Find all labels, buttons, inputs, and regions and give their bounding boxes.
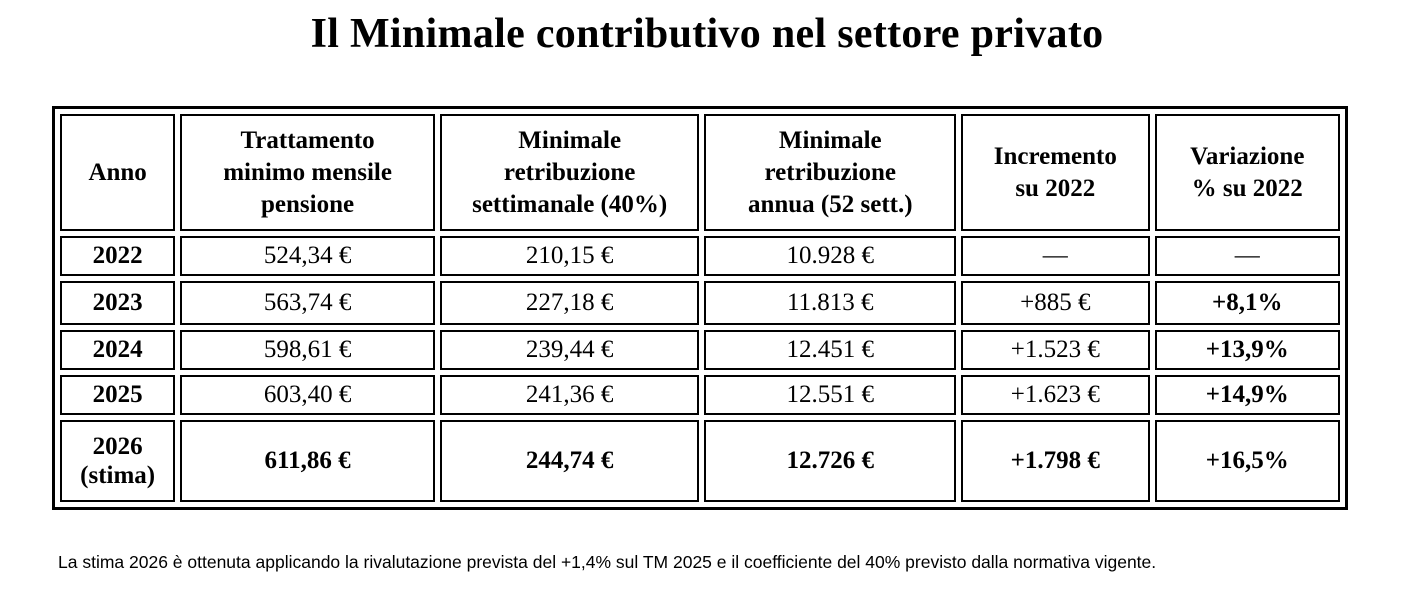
cell-tm-mensile-2023: 563,74 € <box>180 281 435 325</box>
cell-anno-2024: 2024 <box>60 330 176 370</box>
minimale-table-container: Anno Trattamento minimo mensile pensione… <box>52 106 1348 510</box>
table-row-2024: 2024 598,61 € 239,44 € 12.451 € +1.523 €… <box>60 330 1340 370</box>
cell-min-annua-2026: 12.726 € <box>704 420 957 502</box>
cell-min-settimanale-2024: 239,44 € <box>439 330 700 370</box>
minimale-table: Anno Trattamento minimo mensile pensione… <box>52 106 1348 510</box>
table-row-2026-stima: 2026 (stima) 611,86 € 244,74 € 12.726 € … <box>60 420 1340 502</box>
cell-min-annua-2023: 11.813 € <box>704 281 957 325</box>
col-header-variazione: Variazione % su 2022 <box>1154 114 1340 231</box>
cell-min-annua-2025: 12.551 € <box>704 375 957 415</box>
table-header-row: Anno Trattamento minimo mensile pensione… <box>60 114 1340 231</box>
cell-variazione-2023: +8,1% <box>1154 281 1340 325</box>
page-title: Il Minimale contributivo nel settore pri… <box>310 11 1104 57</box>
cell-variazione-2026: +16,5% <box>1154 420 1340 502</box>
cell-variazione-2022: — <box>1154 236 1340 276</box>
cell-min-settimanale-2023: 227,18 € <box>439 281 700 325</box>
table-row-2025: 2025 603,40 € 241,36 € 12.551 € +1.623 €… <box>60 375 1340 415</box>
col-header-trattamento-minimo: Trattamento minimo mensile pensione <box>180 114 435 231</box>
cell-anno-2026-stima: 2026 (stima) <box>60 420 176 502</box>
cell-tm-mensile-2025: 603,40 € <box>180 375 435 415</box>
cell-anno-2023: 2023 <box>60 281 176 325</box>
cell-anno-2025: 2025 <box>60 375 176 415</box>
cell-incremento-2026: +1.798 € <box>961 420 1150 502</box>
cell-tm-mensile-2022: 524,34 € <box>180 236 435 276</box>
cell-incremento-2024: +1.523 € <box>961 330 1150 370</box>
cell-variazione-2024: +13,9% <box>1154 330 1340 370</box>
cell-tm-mensile-2024: 598,61 € <box>180 330 435 370</box>
cell-min-settimanale-2025: 241,36 € <box>439 375 700 415</box>
cell-min-annua-2022: 10.928 € <box>704 236 957 276</box>
cell-incremento-2022: — <box>961 236 1150 276</box>
table-row-2022: 2022 524,34 € 210,15 € 10.928 € — — <box>60 236 1340 276</box>
col-header-incremento: Incremento su 2022 <box>961 114 1150 231</box>
footnote-stima-2026: La stima 2026 è ottenuta applicando la r… <box>58 552 1157 572</box>
cell-variazione-2025: +14,9% <box>1154 375 1340 415</box>
cell-incremento-2025: +1.623 € <box>961 375 1150 415</box>
cell-incremento-2023: +885 € <box>961 281 1150 325</box>
table-row-2023: 2023 563,74 € 227,18 € 11.813 € +885 € +… <box>60 281 1340 325</box>
col-header-anno: Anno <box>60 114 176 231</box>
cell-tm-mensile-2026: 611,86 € <box>180 420 435 502</box>
cell-anno-2022: 2022 <box>60 236 176 276</box>
col-header-minimale-settimanale: Minimale retribuzione settimanale (40%) <box>439 114 700 231</box>
cell-min-annua-2024: 12.451 € <box>704 330 957 370</box>
cell-min-settimanale-2026: 244,74 € <box>439 420 700 502</box>
cell-min-settimanale-2022: 210,15 € <box>439 236 700 276</box>
col-header-minimale-annua: Minimale retribuzione annua (52 sett.) <box>704 114 957 231</box>
